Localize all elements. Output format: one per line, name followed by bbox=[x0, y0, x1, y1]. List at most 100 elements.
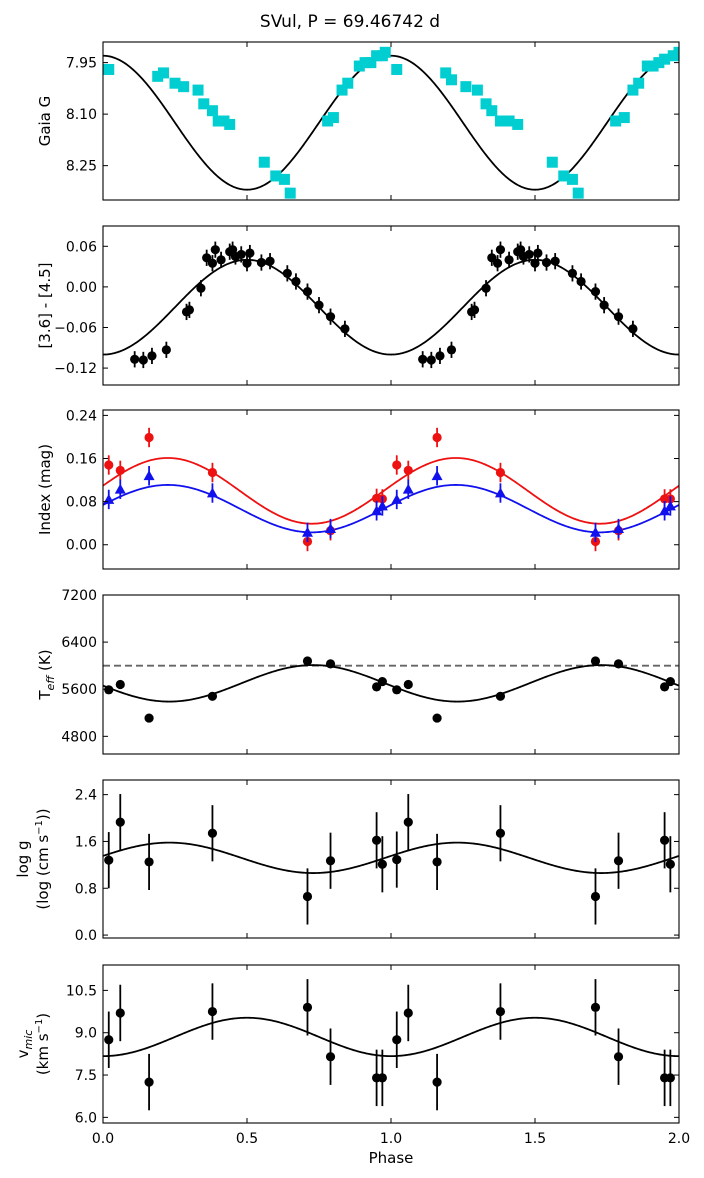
data-point bbox=[495, 467, 506, 478]
data-point bbox=[402, 483, 414, 494]
y-tick-label: 6.0 bbox=[75, 1110, 97, 1126]
data-point bbox=[487, 253, 497, 263]
y-tick-label: 8.25 bbox=[66, 159, 97, 175]
y-tick-label: 7200 bbox=[61, 588, 97, 604]
data-point bbox=[115, 817, 125, 827]
data-point bbox=[325, 523, 337, 533]
data-point bbox=[486, 105, 498, 117]
data-point bbox=[445, 74, 457, 86]
data-point bbox=[392, 1035, 402, 1045]
y-tick-label: 0.16 bbox=[66, 452, 97, 468]
y-tick-label: 0.06 bbox=[66, 239, 97, 255]
data-point bbox=[446, 345, 457, 355]
data-point bbox=[627, 84, 639, 96]
panel-logg: 0.0 0.8 1.6 2.4 log g (log (cm s−1)) bbox=[14, 779, 680, 944]
data-point bbox=[377, 676, 387, 687]
plot-area bbox=[103, 427, 679, 552]
data-point bbox=[144, 432, 154, 443]
data-point bbox=[216, 255, 226, 265]
data-point bbox=[322, 115, 334, 127]
y-tick-label: 0.0 bbox=[75, 928, 97, 944]
data-point bbox=[576, 276, 586, 287]
data-point bbox=[302, 1002, 313, 1012]
data-point bbox=[365, 57, 377, 69]
panel-irac: −0.12 −0.06 0.00 0.06 [3.6] - [4.5] bbox=[36, 225, 680, 386]
y-tick-label: −0.12 bbox=[54, 361, 97, 377]
data-point bbox=[546, 156, 558, 168]
data-point bbox=[432, 713, 442, 723]
data-point bbox=[206, 487, 218, 498]
data-point bbox=[144, 713, 154, 723]
y-tick-label: 0.24 bbox=[66, 408, 97, 424]
data-point bbox=[572, 187, 584, 199]
data-point bbox=[541, 257, 552, 268]
y-axis-label: (log (cm s−1)) bbox=[34, 808, 52, 909]
axes-frame bbox=[102, 964, 680, 1124]
panel-vmic: 0.0 0.5 1.0 1.5 2.0 6.0 7.5 9.0 10.5 vmic (km s−1) bbox=[14, 964, 690, 1147]
y-axis-label: (km s−1) bbox=[34, 1013, 52, 1075]
y-axis-label: Index (mag) bbox=[36, 444, 54, 535]
y-tick-label: 0.00 bbox=[66, 280, 97, 296]
data-point bbox=[403, 817, 413, 827]
fit-curve-1 bbox=[103, 1016, 679, 1058]
data-point bbox=[301, 526, 313, 537]
data-point bbox=[667, 50, 679, 62]
data-point bbox=[207, 258, 218, 268]
x-tick-label: 0.0 bbox=[92, 1131, 114, 1147]
data-point bbox=[152, 70, 164, 82]
data-point bbox=[218, 115, 230, 127]
data-point bbox=[282, 268, 292, 278]
plot-area bbox=[103, 241, 679, 369]
data-point bbox=[103, 493, 115, 504]
axes-frame bbox=[102, 594, 680, 755]
y-tick-label: 6400 bbox=[61, 635, 97, 651]
x-tick-label: 1.0 bbox=[380, 1131, 402, 1147]
y-tick-label: 5600 bbox=[61, 682, 97, 698]
data-point bbox=[104, 460, 114, 470]
y-axis-label: Teff (K) bbox=[36, 649, 57, 700]
data-point bbox=[314, 300, 324, 310]
data-point bbox=[659, 53, 671, 65]
data-point bbox=[432, 432, 442, 443]
data-point bbox=[494, 487, 506, 498]
data-point bbox=[567, 268, 578, 278]
data-point bbox=[104, 1035, 114, 1045]
data-point bbox=[169, 77, 181, 89]
data-point bbox=[115, 1008, 125, 1018]
data-point bbox=[284, 187, 296, 199]
data-point bbox=[207, 1006, 218, 1017]
data-point bbox=[641, 60, 653, 72]
data-point bbox=[660, 835, 670, 845]
data-point bbox=[403, 1008, 413, 1018]
panel-index: 0.00 0.08 0.16 0.24 Index (mag) bbox=[36, 408, 680, 570]
data-point bbox=[278, 173, 290, 185]
data-point bbox=[403, 465, 413, 475]
data-point bbox=[495, 1006, 506, 1017]
panel-gaia: 7.95 8.10 8.25 Gaia G bbox=[36, 41, 680, 201]
data-point bbox=[157, 67, 169, 79]
data-point bbox=[471, 84, 483, 96]
data-point bbox=[379, 46, 391, 58]
data-point bbox=[391, 63, 403, 75]
data-point bbox=[210, 245, 220, 255]
data-point bbox=[524, 249, 534, 260]
axes-frame bbox=[102, 779, 680, 939]
data-point bbox=[372, 835, 382, 845]
data-point bbox=[589, 526, 601, 537]
data-point bbox=[325, 659, 336, 669]
y-tick-label: 0.00 bbox=[66, 538, 97, 554]
fit-curve-1 bbox=[103, 664, 679, 703]
data-point bbox=[613, 312, 624, 322]
data-point bbox=[495, 691, 506, 701]
data-point bbox=[178, 81, 190, 93]
fit-curve-1 bbox=[103, 457, 679, 525]
data-point bbox=[377, 859, 387, 869]
data-point bbox=[224, 118, 236, 130]
data-point bbox=[325, 856, 336, 866]
data-point bbox=[495, 828, 506, 838]
data-point bbox=[325, 312, 336, 322]
y-axis-label: vmic bbox=[14, 1030, 35, 1059]
data-point bbox=[258, 156, 270, 168]
data-point bbox=[327, 112, 339, 124]
